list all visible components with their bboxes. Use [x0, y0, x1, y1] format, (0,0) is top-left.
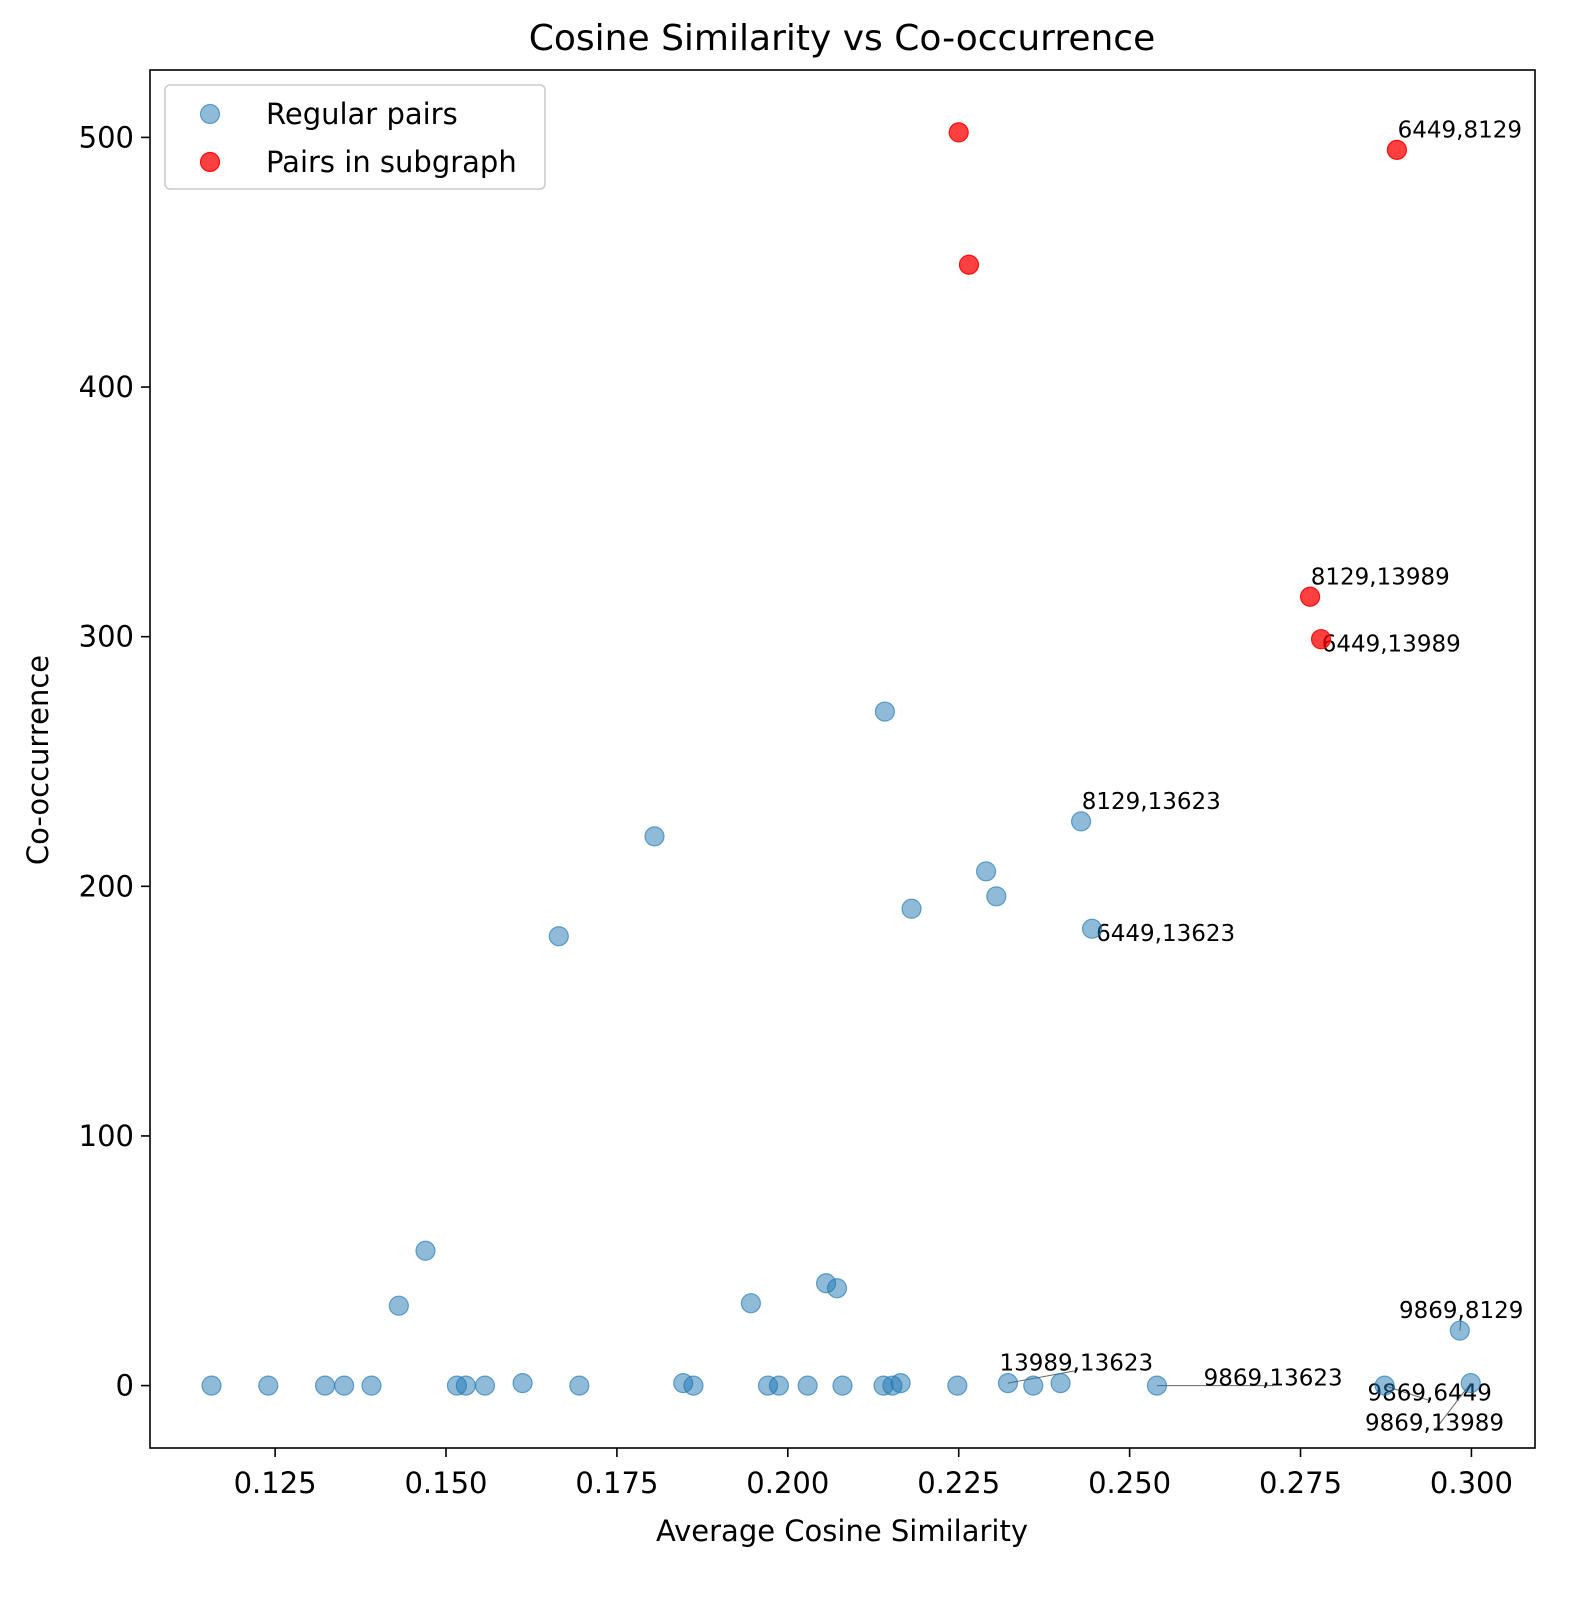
- y-tick-label: 100: [79, 1119, 134, 1153]
- subgraph-pair-point: [1310, 629, 1332, 650]
- y-axis-ticks: 0 100 200 300 400 500: [79, 120, 150, 1403]
- legend-box: [164, 84, 546, 190]
- point-annotation-label: 9869,13989: [1365, 1411, 1504, 1437]
- point-annotation-label: 8129,13989: [1311, 564, 1450, 590]
- regular-pair-point: [388, 1295, 409, 1316]
- x-tick-label: 0.125: [234, 1466, 317, 1500]
- x-axis-ticks: 0.125 0.150 0.175 0.200 0.225 0.250 0.275 0.300: [234, 1448, 1513, 1500]
- x-axis-label: Average Cosine Similarity: [656, 1514, 1028, 1548]
- regular-pair-point: [797, 1375, 818, 1396]
- series-subgraph-pairs: [948, 122, 1408, 650]
- subgraph-pair-point: [958, 254, 980, 275]
- x-tick-label: 0.175: [575, 1466, 658, 1500]
- x-tick-label: 0.275: [1259, 1466, 1342, 1500]
- regular-pair-point: [901, 898, 922, 919]
- regular-pair-point: [361, 1375, 382, 1396]
- regular-pair-point: [258, 1375, 279, 1396]
- regular-pair-point: [874, 701, 895, 722]
- chart-title: Cosine Similarity vs Co-occurrence: [529, 18, 1155, 59]
- legend: Regular pairs Pairs in subgraph: [164, 84, 546, 190]
- regular-pair-point: [947, 1375, 968, 1396]
- regular-pair-point: [890, 1372, 911, 1394]
- regular-pair-point: [548, 926, 569, 947]
- point-annotation-label: 9869,8129: [1399, 1298, 1523, 1324]
- regular-pair-point: [334, 1375, 355, 1396]
- regular-pair-point: [569, 1375, 590, 1396]
- subgraph-pair-point: [1299, 586, 1321, 607]
- y-tick-label: 300: [79, 620, 134, 654]
- regular-pair-point: [826, 1278, 848, 1299]
- regular-pair-point: [1050, 1372, 1071, 1394]
- x-tick-label: 0.200: [746, 1466, 829, 1500]
- regular-pair-point: [1449, 1320, 1470, 1341]
- regular-pair-point: [1081, 918, 1103, 939]
- y-axis-label: Co-occurrence: [21, 655, 55, 865]
- y-tick-label: 200: [79, 869, 134, 903]
- legend-label-subgraph-pairs: Pairs in subgraph: [266, 145, 517, 179]
- point-annotation-label: 9869,13623: [1204, 1366, 1343, 1392]
- regular-pair-point: [1460, 1372, 1481, 1394]
- x-tick-label: 0.250: [1088, 1466, 1171, 1500]
- regular-pair-point: [314, 1375, 336, 1396]
- regular-pair-point: [975, 861, 997, 882]
- annotation-leader-line: [1007, 1370, 1077, 1384]
- data-points: [201, 122, 1481, 1396]
- regular-pair-point: [644, 826, 665, 847]
- x-tick-label: 0.150: [404, 1466, 487, 1500]
- regular-pair-point: [740, 1293, 761, 1314]
- regular-pair-point: [1070, 811, 1092, 832]
- regular-pair-point: [1023, 1375, 1044, 1396]
- point-annotations: 6449,8129 8129,13989 6449,13989 8129,13623 6…: [999, 117, 1523, 1436]
- y-tick-label: 0: [116, 1369, 134, 1403]
- regular-pair-point: [986, 886, 1007, 907]
- legend-marker-regular-pairs: [199, 103, 221, 125]
- point-annotation-label: 6449,13989: [1322, 632, 1461, 658]
- point-annotation-label: 8129,13623: [1082, 789, 1221, 815]
- subgraph-pair-point: [1386, 139, 1408, 160]
- point-annotation-label: 13989,13623: [999, 1351, 1153, 1377]
- regular-pair-point: [474, 1375, 496, 1396]
- regular-pair-point: [455, 1375, 476, 1396]
- x-tick-label: 0.225: [917, 1466, 1000, 1500]
- plot-frame: [149, 69, 1536, 1449]
- regular-pair-point: [415, 1240, 436, 1261]
- regular-pair-point: [768, 1375, 790, 1396]
- regular-pair-point: [832, 1375, 853, 1396]
- subgraph-pair-point: [948, 122, 969, 143]
- series-regular-pairs: [201, 701, 1481, 1396]
- x-tick-label: 0.300: [1430, 1466, 1513, 1500]
- regular-pair-point: [201, 1375, 222, 1396]
- y-tick-label: 500: [79, 120, 134, 154]
- regular-pair-point: [683, 1375, 704, 1396]
- legend-marker-subgraph-pairs: [199, 151, 221, 173]
- point-annotation-label: 6449,13623: [1096, 921, 1235, 947]
- regular-pair-point: [512, 1372, 533, 1394]
- regular-pair-point: [1146, 1375, 1168, 1396]
- legend-label-regular-pairs: Regular pairs: [266, 97, 458, 131]
- y-tick-label: 400: [79, 370, 134, 404]
- regular-pair-point: [1374, 1375, 1395, 1396]
- point-annotation-label: 6449,8129: [1398, 117, 1522, 143]
- regular-pair-point: [997, 1372, 1019, 1394]
